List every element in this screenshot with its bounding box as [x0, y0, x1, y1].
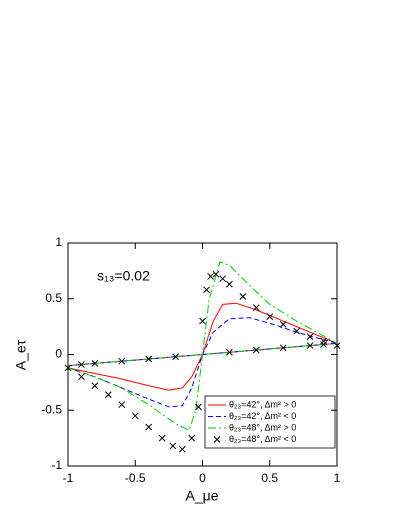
- line: [67, 261, 339, 432]
- marker: [279, 321, 287, 328]
- legend-label: θ₂₃=48°, Δm² < 0: [229, 434, 296, 444]
- marker: [293, 327, 301, 335]
- annotation: s₁₃=0.02: [97, 268, 150, 284]
- legend-label: θ₂₃=42°, Δm² < 0: [229, 411, 296, 421]
- marker: [320, 337, 327, 345]
- marker: [158, 434, 166, 442]
- x-tick-label: 0: [199, 471, 206, 485]
- marker: [178, 445, 186, 453]
- marker: [212, 270, 220, 278]
- marker: [219, 275, 227, 283]
- marker: [239, 293, 247, 300]
- marker: [104, 391, 112, 398]
- marker: [118, 357, 126, 365]
- legend-box: [204, 395, 336, 449]
- y-tick-label: 0.5: [45, 291, 62, 305]
- marker: [203, 286, 210, 294]
- x-tick-label: 0.5: [261, 471, 278, 485]
- marker: [199, 317, 206, 325]
- marker: [188, 434, 196, 442]
- marker: [91, 382, 99, 390]
- marker: [266, 313, 274, 320]
- legend-label: θ₂₃=42°, Δm² > 0: [229, 399, 296, 409]
- line: [67, 302, 338, 391]
- y-tick-label: 1: [55, 235, 62, 249]
- y-tick-label: -1: [51, 458, 62, 472]
- marker: [145, 423, 153, 431]
- marker: [252, 346, 260, 354]
- marker: [279, 344, 287, 352]
- marker: [169, 442, 177, 450]
- x-axis-label: A_μe: [186, 488, 219, 504]
- legend-label: θ₂₃=48°, Δm² > 0: [229, 422, 296, 432]
- legend-marker: [213, 436, 221, 443]
- y-tick-label: -0.5: [41, 402, 62, 416]
- marker: [118, 401, 126, 409]
- marker: [78, 373, 85, 381]
- x-tick-label: 1: [334, 471, 341, 485]
- marker: [252, 304, 260, 312]
- marker: [64, 364, 72, 372]
- y-tick-label: 0: [55, 347, 62, 361]
- marker: [226, 280, 233, 288]
- y-axis-label: A_eτ: [13, 339, 29, 370]
- marker: [333, 342, 341, 349]
- x-tick-label: -1: [63, 471, 74, 485]
- marker: [306, 342, 314, 349]
- marker: [226, 348, 233, 356]
- marker: [320, 341, 327, 348]
- marker: [207, 273, 214, 280]
- x-tick-label: -0.5: [125, 471, 146, 485]
- marker: [131, 412, 139, 420]
- marker: [172, 353, 179, 361]
- marker: [78, 361, 85, 368]
- marker: [195, 403, 202, 411]
- marker: [91, 360, 99, 367]
- marker: [145, 355, 153, 363]
- marker: [306, 333, 314, 341]
